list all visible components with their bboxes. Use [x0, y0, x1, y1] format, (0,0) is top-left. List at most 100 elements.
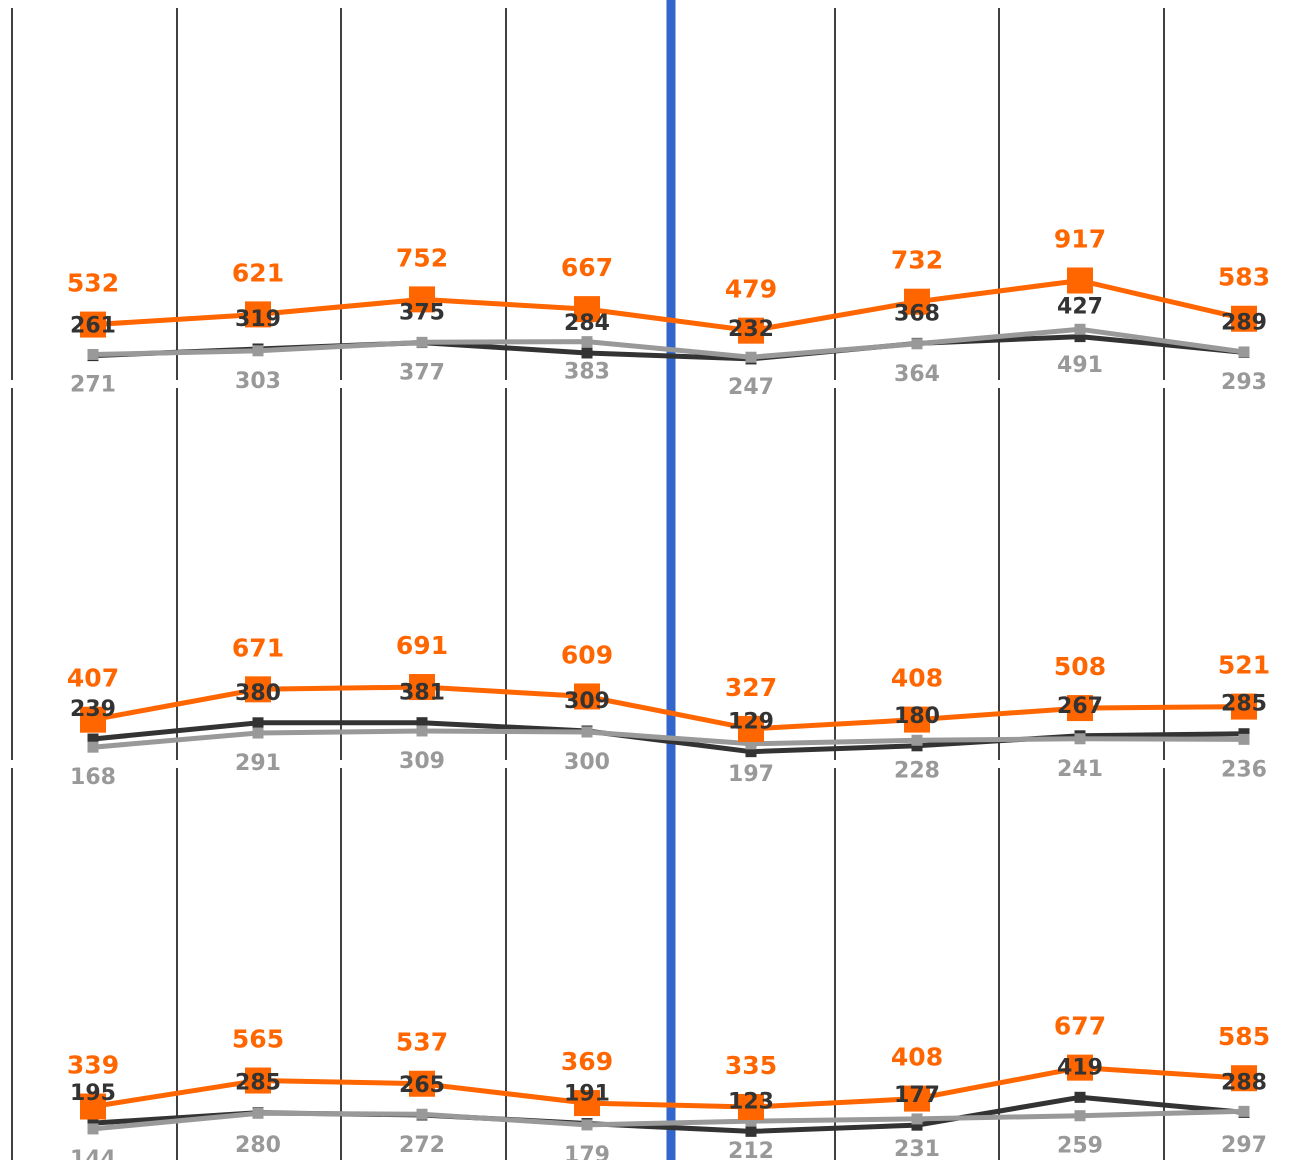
data-label-orange-panel3-8: 585 — [1218, 1022, 1270, 1051]
data-point-orange-panel1-3 — [409, 286, 435, 313]
data-label-black-panel1-4: 284 — [564, 311, 610, 336]
data-label-gray-panel1-1: 271 — [70, 373, 116, 398]
data-label-orange-panel1-8: 583 — [1218, 263, 1270, 292]
data-point-orange-panel3-8 — [1231, 1065, 1257, 1092]
data-label-black-panel2-4: 309 — [564, 689, 610, 714]
data-label-black-panel3-6: 177 — [894, 1083, 940, 1108]
data-label-black-panel1-7: 427 — [1057, 295, 1103, 320]
data-point-gray-panel2-6 — [911, 734, 923, 746]
data-label-gray-panel1-7: 491 — [1057, 353, 1103, 378]
data-point-gray-panel1-2 — [252, 345, 264, 357]
data-point-orange-panel2-4 — [574, 683, 600, 710]
series-line-orange-panel3 — [92, 1065, 1245, 1110]
data-label-gray-panel1-4: 383 — [564, 360, 610, 385]
data-point-black-panel1-4 — [581, 347, 593, 359]
data-point-orange-panel1-2 — [245, 301, 271, 328]
data-point-orange-panel3-3 — [409, 1070, 435, 1097]
data-point-orange-panel1-5 — [738, 317, 764, 344]
data-label-gray-panel3-1: 144 — [70, 1147, 116, 1160]
series-line-orange-panel1 — [92, 278, 1245, 334]
data-label-gray-panel3-8: 297 — [1221, 1133, 1267, 1158]
data-point-orange-panel3-7 — [1067, 1054, 1093, 1081]
data-point-orange-panel1-8 — [1231, 305, 1257, 332]
data-point-gray-panel1-8 — [1238, 346, 1250, 358]
data-point-gray-panel2-3 — [416, 725, 428, 737]
data-point-gray-panel1-1 — [87, 348, 99, 360]
data-point-gray-panel2-8 — [1238, 733, 1250, 745]
data-label-orange-panel3-6: 408 — [891, 1043, 943, 1072]
data-point-black-panel2-8 — [1238, 728, 1250, 740]
series-line-gray-panel3 — [92, 1108, 1245, 1132]
data-label-gray-panel3-3: 272 — [399, 1133, 445, 1158]
data-label-orange-panel2-8: 521 — [1218, 651, 1270, 680]
data-label-orange-panel2-6: 408 — [891, 664, 943, 693]
data-label-gray-panel2-7: 241 — [1057, 757, 1103, 782]
data-label-gray-panel3-2: 280 — [235, 1133, 281, 1158]
data-label-gray-panel2-3: 309 — [399, 749, 445, 774]
data-point-orange-panel2-3 — [409, 674, 435, 701]
data-label-black-panel3-8: 288 — [1221, 1070, 1267, 1095]
data-label-orange-panel3-7: 677 — [1054, 1012, 1106, 1041]
data-point-orange-panel2-2 — [245, 676, 271, 703]
data-label-black-panel3-2: 285 — [235, 1071, 281, 1096]
data-point-orange-panel3-4 — [574, 1090, 600, 1117]
data-point-gray-panel3-4 — [581, 1119, 593, 1131]
data-point-gray-panel3-3 — [416, 1108, 428, 1120]
data-label-orange-panel3-2: 565 — [232, 1025, 284, 1054]
data-point-gray-panel1-6 — [911, 338, 923, 350]
data-point-gray-panel2-5 — [745, 738, 757, 750]
data-label-orange-panel2-2: 671 — [232, 633, 284, 662]
data-point-orange-panel2-7 — [1067, 695, 1093, 722]
data-label-gray-panel3-6: 231 — [894, 1137, 940, 1160]
data-label-black-panel2-1: 239 — [70, 697, 116, 722]
data-label-gray-panel2-8: 236 — [1221, 757, 1267, 782]
data-label-black-panel3-7: 419 — [1057, 1055, 1103, 1080]
data-label-orange-panel1-2: 621 — [232, 258, 284, 287]
data-label-orange-panel1-5: 479 — [725, 275, 777, 304]
data-label-black-panel1-5: 232 — [728, 317, 774, 342]
data-label-black-panel1-2: 319 — [235, 307, 281, 332]
data-label-orange-panel1-6: 732 — [891, 246, 943, 275]
data-label-orange-panel3-4: 369 — [561, 1047, 613, 1076]
data-point-orange-panel2-6 — [904, 706, 930, 733]
data-point-gray-panel1-5 — [745, 351, 757, 363]
data-label-orange-panel3-5: 335 — [725, 1051, 777, 1080]
data-label-black-panel1-8: 289 — [1221, 310, 1267, 335]
data-point-orange-panel2-5 — [738, 715, 764, 742]
data-label-gray-panel1-8: 293 — [1221, 370, 1267, 395]
data-point-black-panel1-7 — [1074, 331, 1086, 343]
data-point-gray-panel3-7 — [1074, 1110, 1086, 1122]
data-label-black-panel1-1: 261 — [70, 314, 116, 339]
data-point-gray-panel3-6 — [911, 1113, 923, 1125]
data-point-orange-panel3-1 — [80, 1093, 106, 1120]
data-point-black-panel2-5 — [745, 746, 757, 758]
data-label-orange-panel3-3: 537 — [396, 1028, 448, 1057]
data-point-orange-panel2-1 — [80, 706, 106, 733]
data-label-gray-panel3-4: 179 — [564, 1143, 610, 1160]
data-point-orange-panel3-6 — [904, 1085, 930, 1112]
data-label-orange-panel1-1: 532 — [67, 269, 119, 298]
data-point-orange-panel3-5 — [738, 1093, 764, 1120]
data-point-gray-panel3-2 — [252, 1107, 264, 1119]
data-label-orange-panel2-3: 691 — [396, 631, 448, 660]
data-label-black-panel1-3: 375 — [399, 301, 445, 326]
data-label-orange-panel2-4: 609 — [561, 641, 613, 670]
data-label-orange-panel1-7: 917 — [1054, 225, 1106, 254]
series-line-orange-panel2 — [92, 684, 1245, 732]
data-label-black-panel3-5: 123 — [728, 1089, 774, 1114]
data-point-orange-panel1-7 — [1067, 267, 1093, 294]
data-point-black-panel2-3 — [416, 717, 428, 729]
data-label-black-panel2-3: 381 — [399, 681, 445, 706]
data-point-orange-panel1-6 — [904, 288, 930, 315]
data-point-gray-panel1-4 — [581, 336, 593, 348]
data-point-black-panel2-2 — [252, 717, 264, 729]
data-point-gray-panel3-5 — [745, 1115, 757, 1127]
data-label-gray-panel3-7: 259 — [1057, 1134, 1103, 1159]
data-label-black-panel2-8: 285 — [1221, 692, 1267, 717]
data-label-orange-panel1-4: 667 — [561, 253, 613, 282]
data-label-black-panel3-3: 265 — [399, 1073, 445, 1098]
data-point-black-panel3-6 — [911, 1119, 923, 1131]
data-label-orange-panel1-3: 752 — [396, 243, 448, 272]
series-line-gray-panel2 — [92, 728, 1245, 750]
